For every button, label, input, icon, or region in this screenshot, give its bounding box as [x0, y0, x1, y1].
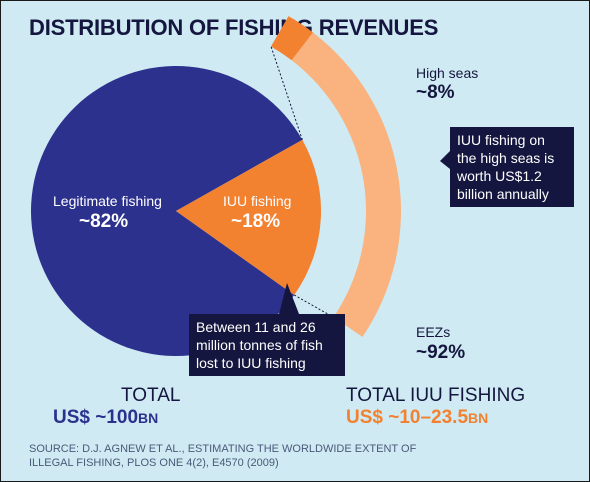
iuu-total-label: TOTAL IUU FISHING — [346, 385, 526, 406]
iuu-total-value: US$ ~10–23.5BN — [346, 407, 489, 428]
arc-value-eez: ~92% — [416, 342, 466, 363]
slice-legitimate — [30, 66, 303, 357]
callout-high-seas: IUU fishing on the high seas is worth US… — [450, 127, 574, 207]
callout-high-seas-pointer — [440, 151, 450, 169]
arc-segment-eez — [291, 32, 401, 337]
arc-value-high-seas: ~8% — [416, 82, 455, 103]
connector-top — [270, 46, 303, 140]
arc-label-eez: EEZs — [416, 324, 451, 340]
total-label: TOTAL — [121, 385, 181, 406]
chart-title: DISTRIBUTION OF FISHING REVENUES — [29, 15, 439, 40]
total-value: US$ ~100BN — [53, 407, 159, 428]
slice-label-iuu: IUU fishing — [223, 193, 292, 209]
callout-fish-lost: Between 11 and 26 million tonnes of fish… — [189, 314, 345, 376]
arc-segment-high-seas — [271, 16, 314, 61]
slice-value-legitimate: ~82% — [79, 211, 129, 232]
source-note: SOURCE: D.J. AGNEW ET AL., ESTIMATING TH… — [29, 443, 417, 469]
connector-bottom — [293, 294, 334, 318]
slice-value-iuu: ~18% — [231, 211, 281, 232]
callout-fish-lost-pointer — [279, 283, 299, 314]
slice-label-legitimate: Legitimate fishing — [53, 193, 162, 209]
slice-iuu — [176, 139, 321, 295]
arc-label-high-seas: High seas — [416, 65, 479, 81]
